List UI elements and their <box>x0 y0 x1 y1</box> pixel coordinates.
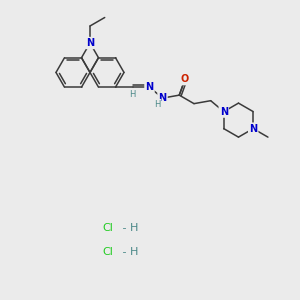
Text: N: N <box>158 93 166 103</box>
Text: Cl: Cl <box>103 247 113 257</box>
Text: - H: - H <box>119 223 138 233</box>
Text: O: O <box>181 74 189 84</box>
Text: N: N <box>249 124 257 134</box>
Text: N: N <box>146 82 154 92</box>
Text: N: N <box>86 38 94 48</box>
Text: Cl: Cl <box>103 223 113 233</box>
Text: N: N <box>220 106 228 117</box>
Text: H: H <box>129 90 136 99</box>
Text: H: H <box>154 100 161 109</box>
Text: - H: - H <box>119 247 138 257</box>
